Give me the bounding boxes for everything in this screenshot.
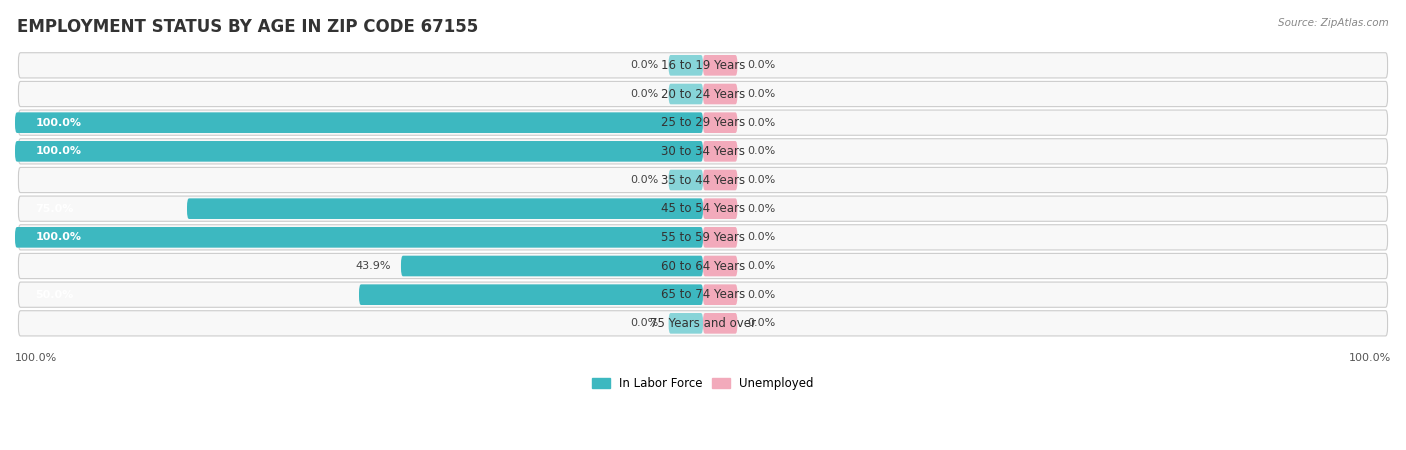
Text: 100.0%: 100.0% bbox=[35, 232, 82, 243]
Text: 65 to 74 Years: 65 to 74 Years bbox=[661, 288, 745, 301]
Text: 0.0%: 0.0% bbox=[748, 290, 776, 300]
FancyBboxPatch shape bbox=[703, 284, 737, 305]
Text: 0.0%: 0.0% bbox=[748, 146, 776, 156]
Text: 100.0%: 100.0% bbox=[1348, 353, 1391, 364]
FancyBboxPatch shape bbox=[187, 198, 703, 219]
FancyBboxPatch shape bbox=[15, 141, 703, 162]
Text: 100.0%: 100.0% bbox=[35, 117, 82, 128]
FancyBboxPatch shape bbox=[359, 284, 703, 305]
Text: 50.0%: 50.0% bbox=[35, 290, 75, 300]
FancyBboxPatch shape bbox=[669, 55, 703, 76]
FancyBboxPatch shape bbox=[703, 313, 737, 333]
FancyBboxPatch shape bbox=[18, 110, 1388, 135]
Text: 0.0%: 0.0% bbox=[748, 261, 776, 271]
Text: 35 to 44 Years: 35 to 44 Years bbox=[661, 174, 745, 186]
FancyBboxPatch shape bbox=[18, 311, 1388, 336]
Text: 0.0%: 0.0% bbox=[748, 204, 776, 214]
FancyBboxPatch shape bbox=[18, 167, 1388, 193]
FancyBboxPatch shape bbox=[18, 81, 1388, 107]
Text: 0.0%: 0.0% bbox=[630, 89, 658, 99]
FancyBboxPatch shape bbox=[669, 313, 703, 333]
FancyBboxPatch shape bbox=[15, 112, 703, 133]
FancyBboxPatch shape bbox=[15, 227, 703, 248]
Text: Source: ZipAtlas.com: Source: ZipAtlas.com bbox=[1278, 18, 1389, 28]
FancyBboxPatch shape bbox=[18, 196, 1388, 221]
FancyBboxPatch shape bbox=[703, 84, 737, 104]
Text: 0.0%: 0.0% bbox=[748, 89, 776, 99]
Text: 0.0%: 0.0% bbox=[748, 232, 776, 243]
FancyBboxPatch shape bbox=[703, 198, 737, 219]
Text: 55 to 59 Years: 55 to 59 Years bbox=[661, 231, 745, 244]
FancyBboxPatch shape bbox=[703, 227, 737, 248]
Text: 25 to 29 Years: 25 to 29 Years bbox=[661, 116, 745, 129]
FancyBboxPatch shape bbox=[18, 139, 1388, 164]
Text: 0.0%: 0.0% bbox=[630, 318, 658, 328]
FancyBboxPatch shape bbox=[703, 170, 737, 190]
Text: 0.0%: 0.0% bbox=[748, 117, 776, 128]
Text: 0.0%: 0.0% bbox=[630, 60, 658, 70]
Text: 75.0%: 75.0% bbox=[35, 204, 75, 214]
Text: 60 to 64 Years: 60 to 64 Years bbox=[661, 260, 745, 273]
Text: 0.0%: 0.0% bbox=[748, 60, 776, 70]
Text: 0.0%: 0.0% bbox=[630, 175, 658, 185]
FancyBboxPatch shape bbox=[401, 256, 703, 276]
FancyBboxPatch shape bbox=[18, 282, 1388, 307]
Text: 0.0%: 0.0% bbox=[748, 175, 776, 185]
FancyBboxPatch shape bbox=[669, 84, 703, 104]
FancyBboxPatch shape bbox=[703, 55, 737, 76]
Text: 43.9%: 43.9% bbox=[356, 261, 391, 271]
Legend: In Labor Force, Unemployed: In Labor Force, Unemployed bbox=[588, 373, 818, 395]
FancyBboxPatch shape bbox=[669, 170, 703, 190]
FancyBboxPatch shape bbox=[703, 141, 737, 162]
Text: EMPLOYMENT STATUS BY AGE IN ZIP CODE 67155: EMPLOYMENT STATUS BY AGE IN ZIP CODE 671… bbox=[17, 18, 478, 36]
FancyBboxPatch shape bbox=[703, 256, 737, 276]
Text: 30 to 34 Years: 30 to 34 Years bbox=[661, 145, 745, 158]
Text: 100.0%: 100.0% bbox=[35, 146, 82, 156]
Text: 100.0%: 100.0% bbox=[15, 353, 58, 364]
FancyBboxPatch shape bbox=[18, 253, 1388, 279]
Text: 20 to 24 Years: 20 to 24 Years bbox=[661, 87, 745, 100]
Text: 45 to 54 Years: 45 to 54 Years bbox=[661, 202, 745, 215]
Text: 0.0%: 0.0% bbox=[748, 318, 776, 328]
Text: 16 to 19 Years: 16 to 19 Years bbox=[661, 59, 745, 72]
FancyBboxPatch shape bbox=[18, 225, 1388, 250]
FancyBboxPatch shape bbox=[18, 53, 1388, 78]
FancyBboxPatch shape bbox=[703, 112, 737, 133]
Text: 75 Years and over: 75 Years and over bbox=[650, 317, 756, 330]
